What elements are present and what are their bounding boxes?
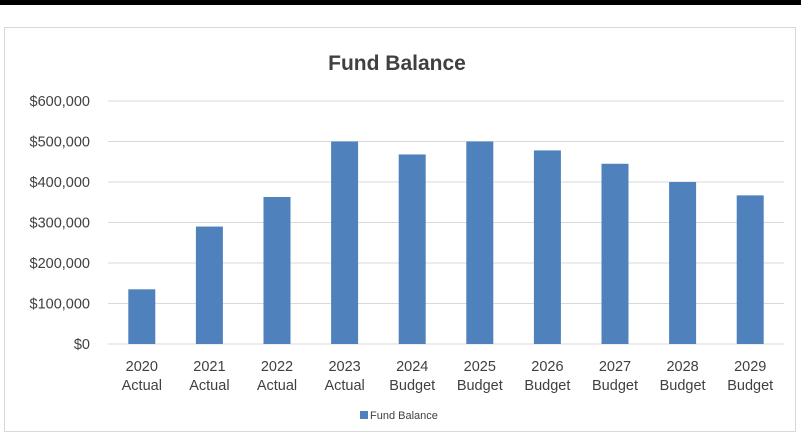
legend-swatch-fund-balance: [360, 411, 368, 419]
bar-2028-budget: [669, 182, 697, 344]
bars: [128, 141, 764, 344]
bar-2021-actual: [195, 226, 223, 344]
x-axis-tick-labels: 2020 Actual 2021 Actual 2022 Actual 2023 Actual…: [122, 359, 774, 394]
x-tick-label: 2021 Actual: [189, 359, 229, 394]
top-border-rule: [0, 0, 801, 5]
bar-2023-actual: [331, 141, 359, 344]
x-tick-label: 2027 Budget: [592, 359, 638, 394]
bar-2020-actual: [128, 289, 156, 344]
x-tick-label: 2026 Budget: [524, 359, 570, 394]
y-tick-label: $600,000: [30, 94, 90, 110]
x-tick-label: 2025 Budget: [457, 359, 503, 394]
x-tick-label: 2022 Actual: [257, 359, 297, 394]
y-tick-label: $200,000: [30, 256, 90, 272]
legend-label-fund-balance: Fund Balance: [370, 410, 438, 422]
y-tick-label: $400,000: [30, 175, 90, 191]
bar-2024-budget: [398, 154, 426, 344]
y-tick-label: $0: [74, 337, 90, 353]
bar-2025-budget: [466, 141, 494, 344]
legend: Fund Balance: [360, 410, 438, 422]
y-axis-tick-labels: $0 $100,000 $200,000 $300,000 $400,000 $500,0…: [30, 94, 90, 353]
bar-2027-budget: [601, 163, 629, 344]
bar-2026-budget: [533, 150, 561, 344]
bar-2022-actual: [263, 196, 291, 344]
x-tick-label: 2028 Budget: [660, 359, 706, 394]
chart-title: Fund Balance: [328, 52, 466, 75]
x-tick-label: 2029 Budget: [727, 359, 773, 394]
y-tick-label: $500,000: [30, 135, 90, 151]
x-tick-label: 2020 Actual: [122, 359, 162, 394]
y-tick-label: $300,000: [30, 216, 90, 232]
x-tick-label: 2024 Budget: [389, 359, 435, 394]
x-tick-label: 2023 Actual: [324, 359, 364, 394]
bar-2029-budget: [736, 195, 764, 344]
y-tick-label: $100,000: [30, 297, 90, 313]
